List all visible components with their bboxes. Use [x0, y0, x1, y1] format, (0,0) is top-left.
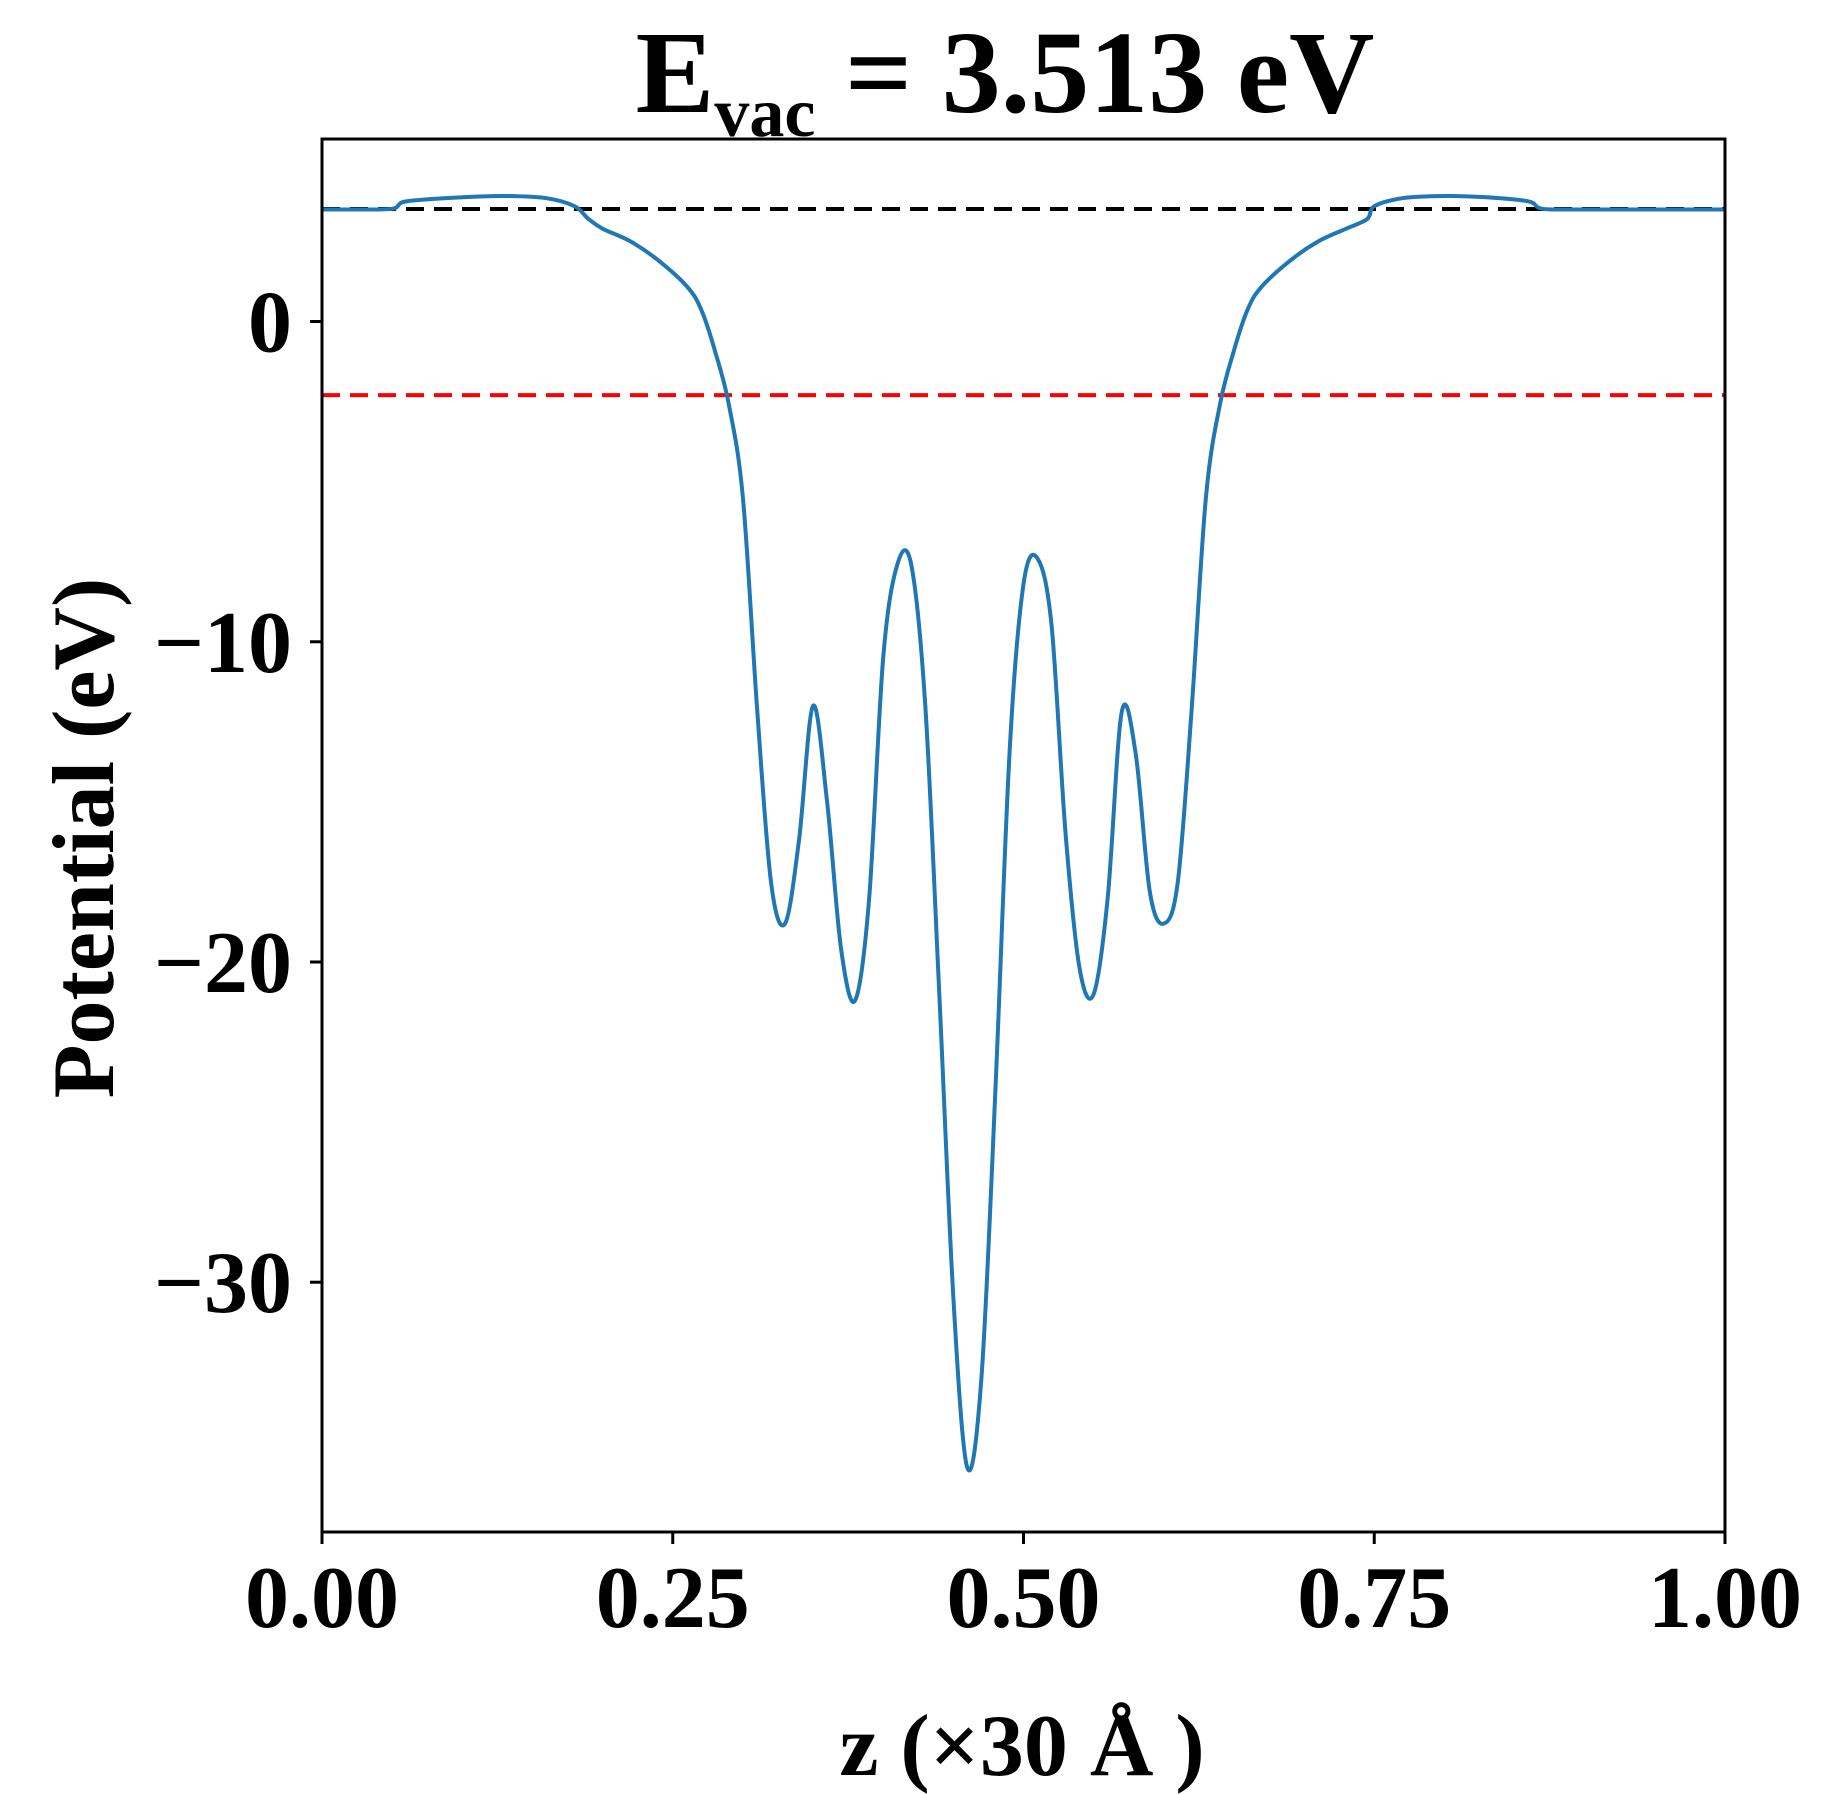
- x-tick-label: 0.25: [596, 1550, 750, 1647]
- y-axis-label: Potential (eV): [36, 578, 133, 1098]
- x-tick-label: 0.00: [245, 1550, 399, 1647]
- x-axis-label: z (×30 Å ): [839, 1698, 1204, 1794]
- x-tick-label: 0.50: [947, 1550, 1101, 1647]
- data-series: [321, 193, 1726, 1473]
- y-tick-label: −30: [154, 1235, 292, 1332]
- y-tick-label: −10: [154, 595, 292, 692]
- reference-lines: [322, 207, 1725, 398]
- chart-title: Evac = 3.513 eV: [636, 7, 1375, 152]
- y-tick-label: 0: [248, 275, 292, 372]
- title-symbol: E: [636, 7, 715, 138]
- x-tick-label: 0.75: [1297, 1550, 1451, 1647]
- series-line-1: [321, 193, 1726, 1473]
- y-axis-ticks: 0 −10 −20 −30: [154, 275, 322, 1332]
- x-axis-ticks: 0.00 0.25 0.50 0.75 1.00: [245, 1532, 1802, 1647]
- axes-frame: [320, 137, 1727, 1534]
- plot-area: [320, 137, 1727, 1534]
- x-tick-label: 1.00: [1648, 1550, 1802, 1647]
- title-rest: = 3.513 eV: [815, 7, 1374, 138]
- y-tick-label: −20: [154, 915, 292, 1012]
